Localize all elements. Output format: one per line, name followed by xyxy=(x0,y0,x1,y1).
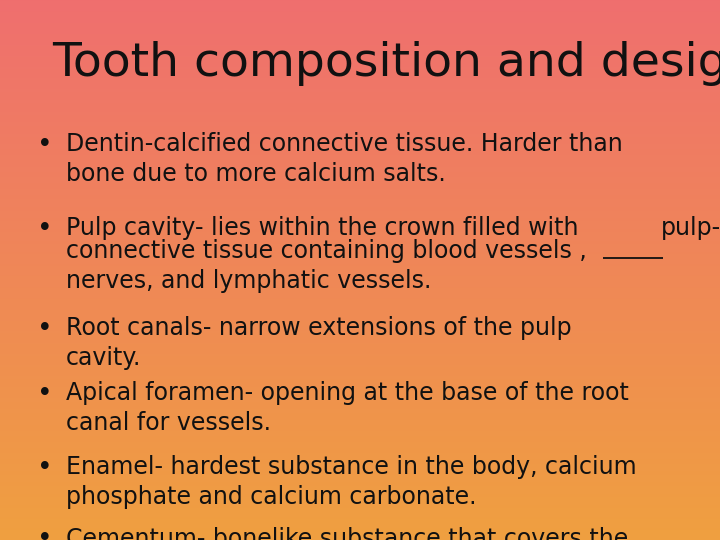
Text: •: • xyxy=(37,316,53,342)
Text: pulp-: pulp- xyxy=(662,216,720,240)
Text: •: • xyxy=(37,216,53,242)
Text: Root canals- narrow extensions of the pulp
cavity.: Root canals- narrow extensions of the pu… xyxy=(66,316,572,370)
Text: connective tissue containing blood vessels ,
nerves, and lymphatic vessels.: connective tissue containing blood vesse… xyxy=(66,239,587,293)
Text: Pulp cavity- lies within the crown filled with: Pulp cavity- lies within the crown fille… xyxy=(66,216,586,240)
Text: •: • xyxy=(37,526,53,540)
Text: Cementum- bonelike substance that covers the
root, and attaches it to the peiodo: Cementum- bonelike substance that covers… xyxy=(66,526,647,540)
Text: Enamel- hardest substance in the body, calcium
phosphate and calcium carbonate.: Enamel- hardest substance in the body, c… xyxy=(66,455,637,509)
Text: •: • xyxy=(37,381,53,407)
Text: •: • xyxy=(37,455,53,481)
Text: Dentin-calcified connective tissue. Harder than
bone due to more calcium salts.: Dentin-calcified connective tissue. Hard… xyxy=(66,132,623,186)
Text: Apical foramen- opening at the base of the root
canal for vessels.: Apical foramen- opening at the base of t… xyxy=(66,381,629,435)
Text: Tooth composition and design: Tooth composition and design xyxy=(52,40,720,85)
Text: •: • xyxy=(37,132,53,158)
